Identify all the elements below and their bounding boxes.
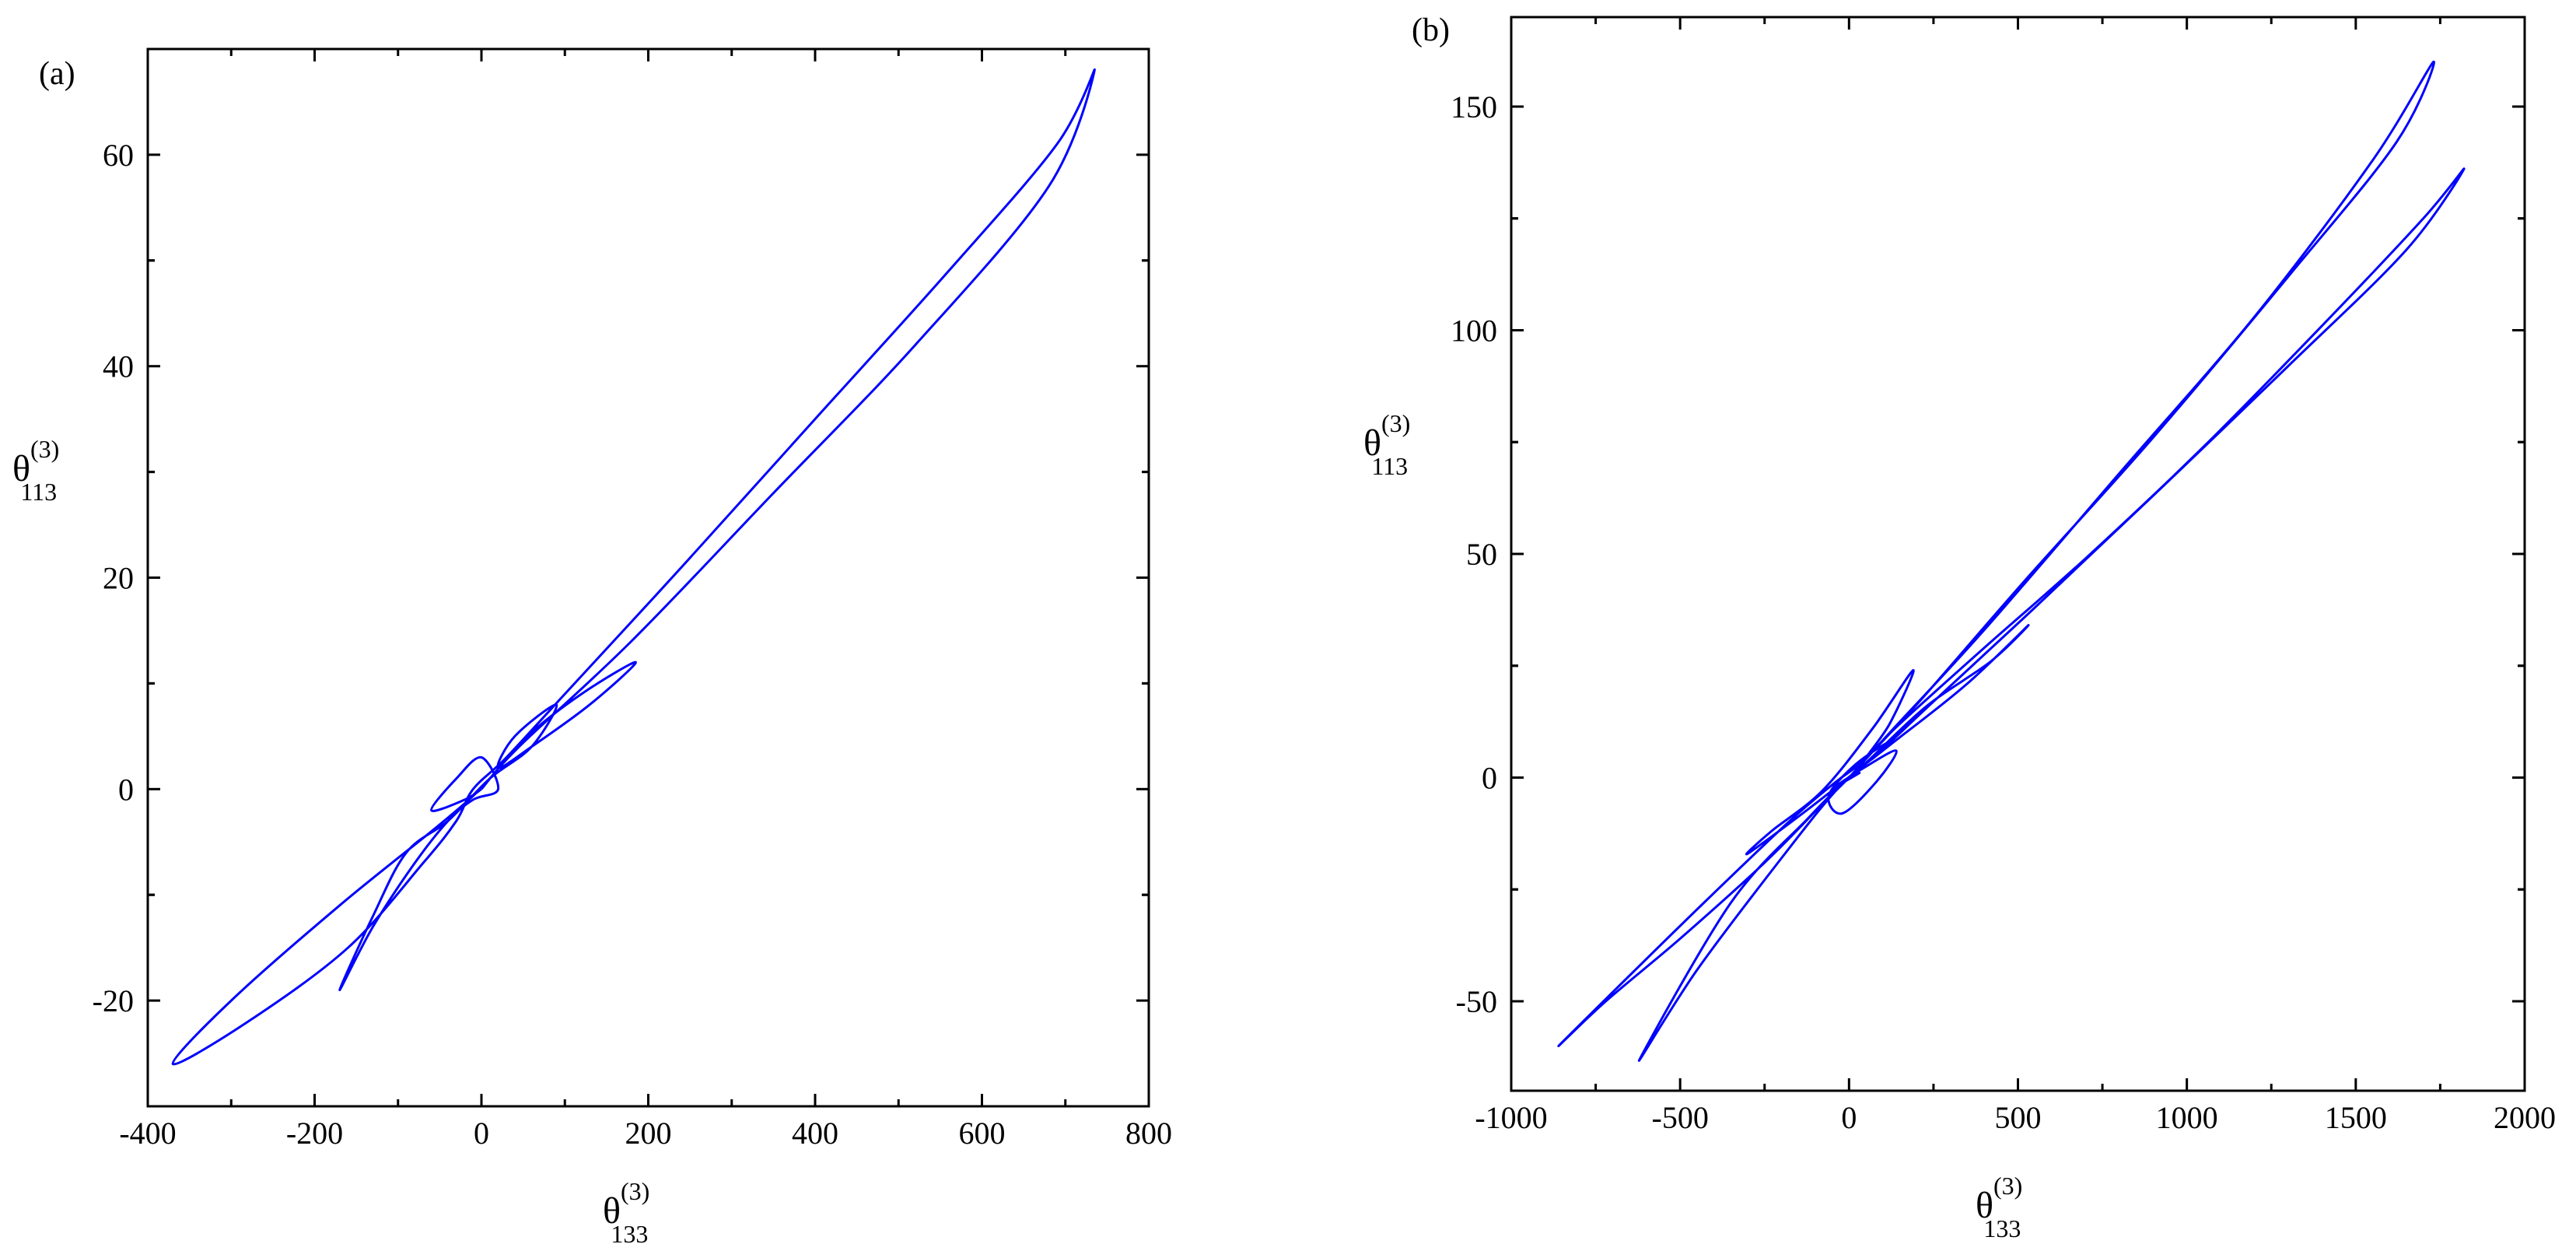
y-label-sub: 113 — [1371, 452, 1408, 480]
x-label-sup: (3) — [1993, 1172, 2022, 1200]
x-tick-label: 400 — [792, 1116, 838, 1151]
y-tick-label: -50 — [1456, 984, 1497, 1019]
x-tick-label: 2000 — [2494, 1100, 2556, 1135]
x-tick-label: -200 — [286, 1116, 343, 1151]
y-tick-label: 60 — [103, 138, 134, 173]
y-axis-label: θ(3) 113 — [12, 435, 59, 506]
x-tick-label: 600 — [959, 1116, 1006, 1151]
x-axis-label: θ(3) 133 — [603, 1177, 649, 1248]
y-tick-label: 0 — [1482, 761, 1497, 796]
x-tick-label: 1000 — [2156, 1100, 2218, 1135]
trajectory-curve — [171, 68, 1096, 1066]
x-tick-label: -500 — [1652, 1100, 1709, 1135]
x-tick-label: 800 — [1125, 1116, 1172, 1151]
y-label-sub: 113 — [20, 478, 57, 506]
panel-label: (b) — [1412, 12, 1450, 48]
y-tick-label: 50 — [1466, 537, 1497, 572]
x-label-base: θ — [1976, 1185, 1993, 1226]
x-label-sub: 133 — [1983, 1214, 2021, 1242]
x-label-sup: (3) — [621, 1177, 649, 1205]
y-tick-label: 0 — [118, 772, 134, 807]
y-tick-label: 100 — [1451, 314, 1497, 349]
x-tick-label: 200 — [625, 1116, 672, 1151]
y-tick-label: 40 — [103, 349, 134, 384]
y-label-base: θ — [12, 448, 30, 489]
x-tick-label: -1000 — [1475, 1100, 1547, 1135]
y-label-base: θ — [1363, 422, 1381, 464]
x-tick-label: 0 — [474, 1116, 489, 1151]
y-tick-label: 150 — [1451, 89, 1497, 124]
x-tick-label: 0 — [1841, 1100, 1857, 1135]
y-label-sup: (3) — [1381, 409, 1410, 437]
x-axis-label: θ(3) 133 — [1976, 1172, 2022, 1242]
x-tick-label: 500 — [1995, 1100, 2042, 1135]
x-tick-label: -400 — [119, 1116, 176, 1151]
x-label-sub: 133 — [611, 1220, 648, 1248]
x-label-base: θ — [603, 1190, 621, 1232]
panel-label: (a) — [39, 56, 75, 92]
y-label-sup: (3) — [30, 435, 59, 463]
y-axis-label: θ(3) 113 — [1363, 409, 1410, 480]
y-tick-label: 20 — [103, 561, 134, 596]
x-tick-label: 1500 — [2325, 1100, 2387, 1135]
trajectory-curve — [1557, 60, 2466, 1062]
y-tick-label: -20 — [93, 983, 134, 1018]
